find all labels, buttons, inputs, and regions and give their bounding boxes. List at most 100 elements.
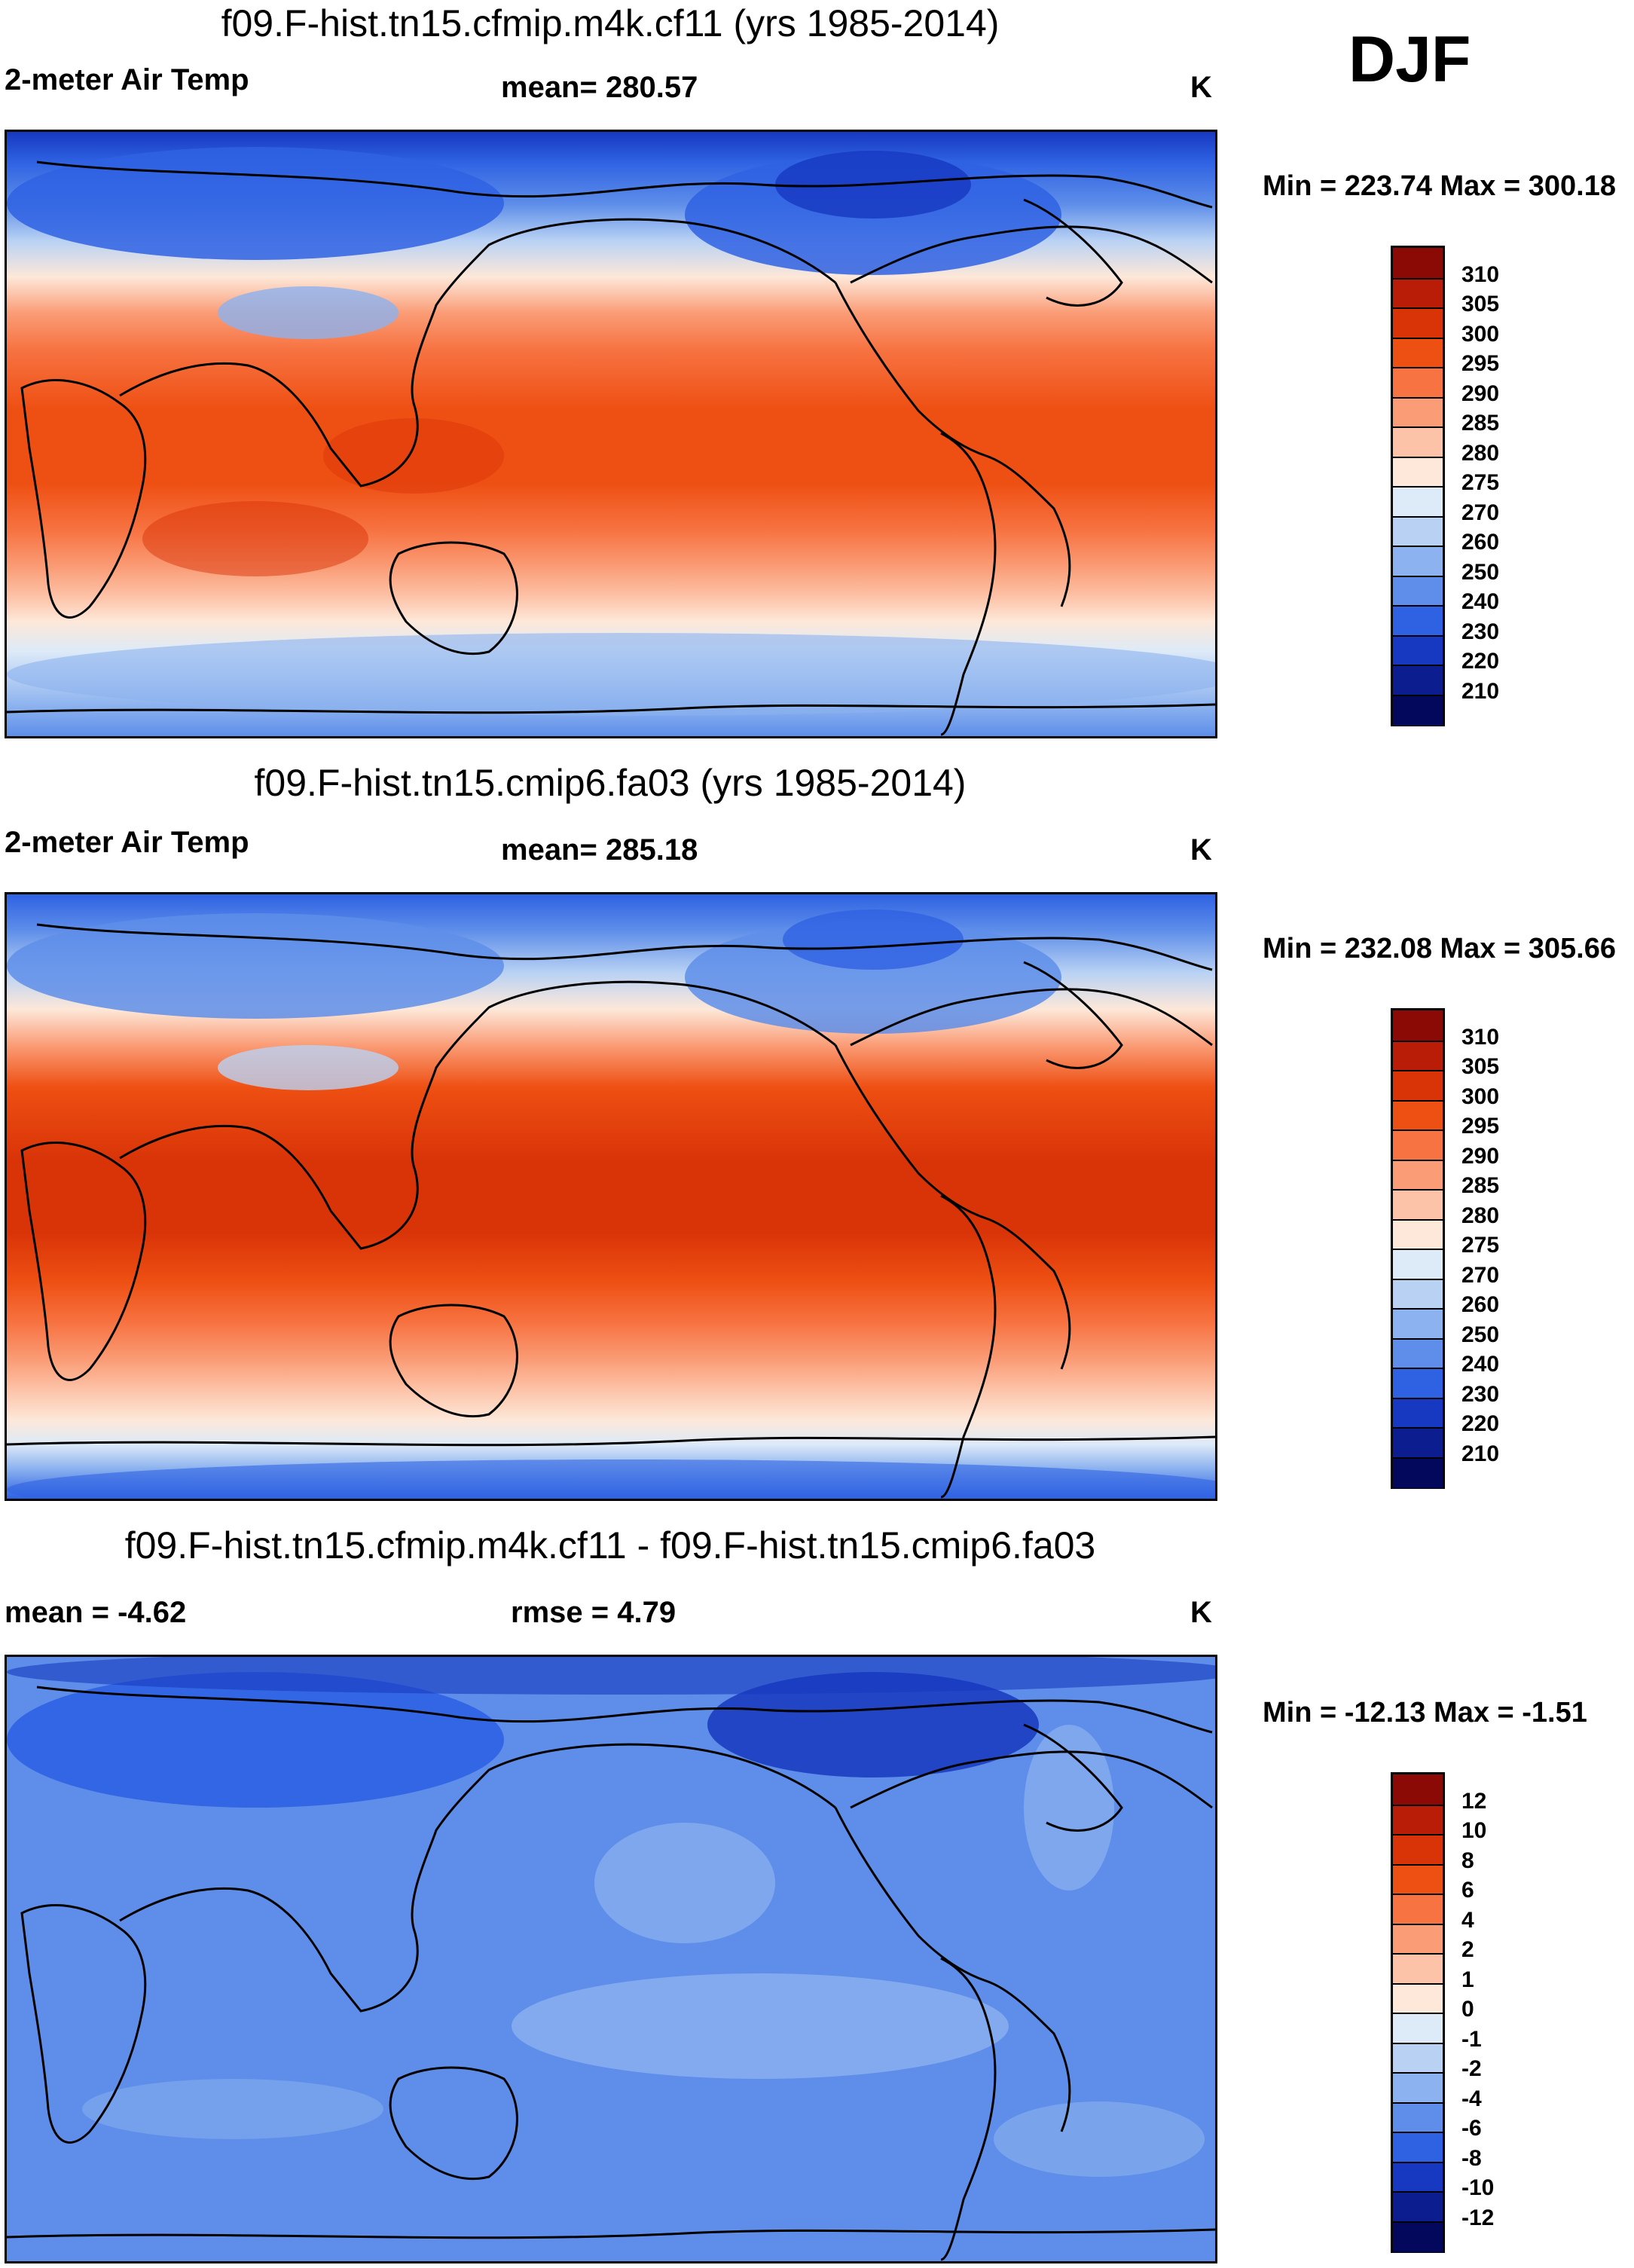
colorbar-swatch [1393,515,1443,547]
colorbar-swatch [1393,1040,1443,1071]
panel-3-rmse: rmse = 4.79 [511,1596,677,1629]
colorbar-swatch [1393,1218,1443,1250]
colorbar-tick-label: -6 [1461,2116,1482,2141]
panel-2-mean: mean= 285.18 [501,833,698,867]
colorbar-swatch [1393,486,1443,518]
colorbar-tick-label: 1 [1461,1967,1474,1992]
colorbar-tick-label: 240 [1461,589,1500,614]
colorbar-tick-label: 230 [1461,1381,1500,1407]
panel-1-colorbar-labels: 310 305 300 295 290 285 280 275 270 260 250 240 230 2… [1461,246,1552,726]
season-label: DJF [1348,23,1471,96]
colorbar-tick-label: 285 [1461,411,1500,436]
colorbar-swatch [1393,605,1443,637]
colorbar-tick-label: 230 [1461,619,1500,644]
panel-1-mean: mean= 280.57 [501,71,698,104]
colorbar-swatch [1393,1982,1443,2014]
panel-2-units: K [1190,833,1212,867]
colorbar-tick-label: 8 [1461,1848,1474,1873]
panel-2-colorbar-labels: 310 305 300 295 290 285 280 275 270 260 250 240 230 2… [1461,1008,1552,1489]
panel-2-variable: 2-meter Air Temp [5,826,249,859]
colorbar-swatch [1393,1397,1443,1429]
colorbar-swatch [1393,1337,1443,1369]
panel-2-map [5,892,1217,1501]
colorbar-tick-label: 295 [1461,1114,1500,1139]
colorbar-tick-label: 300 [1461,321,1500,347]
colorbar-swatch [1393,277,1443,309]
colorbar-swatch [1393,1953,1443,1985]
colorbar-tick-label: -12 [1461,2205,1495,2230]
colorbar-tick-label: 275 [1461,470,1500,495]
colorbar-tick-label: 2 [1461,1937,1474,1962]
colorbar-swatch [1393,1774,1443,1805]
colorbar-swatch [1393,575,1443,607]
colorbar-swatch [1393,2161,1443,2193]
panel-3-title: f09.F-hist.tn15.cfmip.m4k.cf11 - f09.F-h… [124,1524,1096,1567]
panel-3-colorbar [1391,1772,1445,2253]
colorbar-tick-label: 260 [1461,530,1500,555]
colorbar-tick-label: 300 [1461,1084,1500,1109]
colorbar-tick-label: 305 [1461,292,1500,316]
colorbar-swatch [1393,1308,1443,1340]
colorbar-tick-label: 4 [1461,1907,1474,1933]
temperature-field-map [7,894,1215,1499]
colorbar-tick-label: 280 [1461,1203,1500,1228]
colorbar-tick-label: 220 [1461,1411,1500,1436]
colorbar-tick-label: 250 [1461,1322,1500,1347]
colorbar-tick-label: 290 [1461,381,1500,406]
colorbar-swatch [1393,1863,1443,1895]
panel-2-colorbar [1391,1008,1445,1489]
panel-1-title: f09.F-hist.tn15.cfmip.m4k.cf11 (yrs 1985… [221,2,1000,44]
colorbar-swatch [1393,367,1443,399]
colorbar-swatch [1393,456,1443,488]
colorbar-tick-label: 280 [1461,440,1500,466]
colorbar-tick-label: -4 [1461,2086,1482,2111]
colorbar-swatch [1393,694,1443,726]
colorbar-tick-label: 295 [1461,351,1500,376]
colorbar-tick-label: -10 [1461,2175,1495,2200]
colorbar-swatch [1393,2101,1443,2133]
colorbar-tick-label: -2 [1461,2056,1482,2081]
colorbar-tick-label: -8 [1461,2145,1482,2171]
colorbar-swatch [1393,665,1443,696]
colorbar-tick-label: 0 [1461,1997,1474,2022]
panel-3-colorbar-labels: 12 10 8 6 4 2 1 0 -1 -2 -4 -6 -8 -10 -12 [1461,1772,1552,2253]
colorbar-swatch [1393,2132,1443,2163]
colorbar-swatch [1393,307,1443,339]
colorbar-swatch [1393,2013,1443,2044]
colorbar-swatch [1393,1456,1443,1488]
colorbar-swatch [1393,1159,1443,1191]
colorbar-swatch [1393,2191,1443,2223]
colorbar-tick-label: 240 [1461,1352,1500,1377]
colorbar-tick-label: 260 [1461,1292,1500,1317]
colorbar-tick-label: 220 [1461,649,1500,674]
colorbar-tick-label: 270 [1461,1262,1500,1288]
colorbar-swatch [1393,546,1443,577]
colorbar-swatch [1393,2072,1443,2104]
colorbar-swatch [1393,337,1443,368]
colorbar-tick-label: 310 [1461,1024,1500,1050]
colorbar-swatch [1393,1278,1443,1310]
panel-1-units: K [1190,71,1212,104]
difference-field-map [7,1657,1215,2261]
panel-3-minmax: Min = -12.13 Max = -1.51 [1263,1697,1587,1729]
colorbar-tick-label: 6 [1461,1878,1474,1903]
colorbar-tick-label: 210 [1461,1441,1500,1466]
colorbar-tick-label: 270 [1461,500,1500,525]
panel-3-map [5,1655,1217,2263]
colorbar-swatch [1393,1368,1443,1399]
colorbar-tick-label: 310 [1461,261,1500,287]
colorbar-swatch [1393,396,1443,428]
colorbar-swatch [1393,1894,1443,1925]
colorbar-swatch [1393,634,1443,666]
colorbar-swatch [1393,2042,1443,2074]
colorbar-swatch [1393,1010,1443,1041]
temperature-field-map [7,132,1215,736]
colorbar-swatch [1393,1189,1443,1221]
colorbar-tick-label: 250 [1461,559,1500,585]
colorbar-tick-label: 285 [1461,1173,1500,1198]
colorbar-tick-label: 290 [1461,1143,1500,1169]
colorbar-swatch [1393,1129,1443,1161]
colorbar-swatch [1393,1070,1443,1102]
panel-1-colorbar [1391,246,1445,726]
colorbar-swatch [1393,248,1443,278]
